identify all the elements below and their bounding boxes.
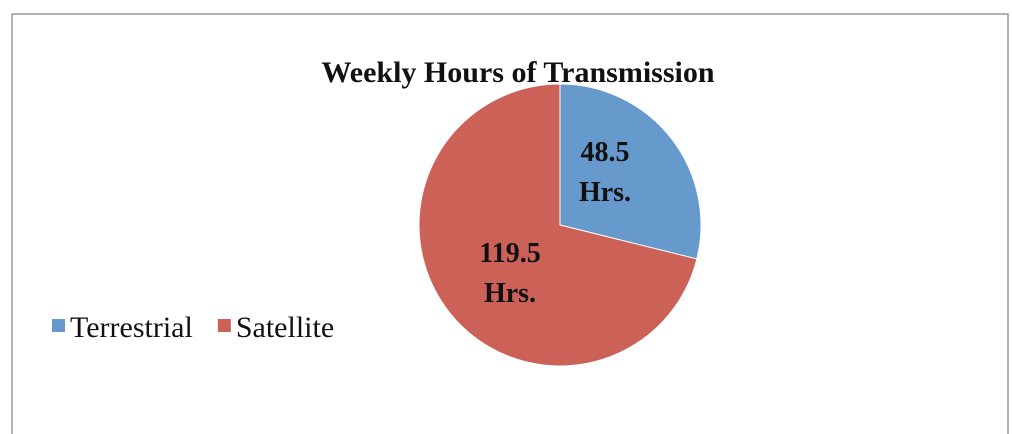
data-label: 48.5 Hrs. xyxy=(579,137,631,208)
legend-swatch xyxy=(217,319,231,332)
legend-label: Satellite xyxy=(236,311,334,344)
data-label: 119.5 Hrs. xyxy=(479,238,540,309)
chart-frame xyxy=(11,13,1009,434)
pie-slice xyxy=(559,83,702,260)
pie-slice xyxy=(418,83,698,367)
chart-title: Weekly Hours of Transmission xyxy=(321,56,714,89)
legend-swatch xyxy=(52,319,65,332)
legend-label: Terrestrial xyxy=(70,311,193,344)
